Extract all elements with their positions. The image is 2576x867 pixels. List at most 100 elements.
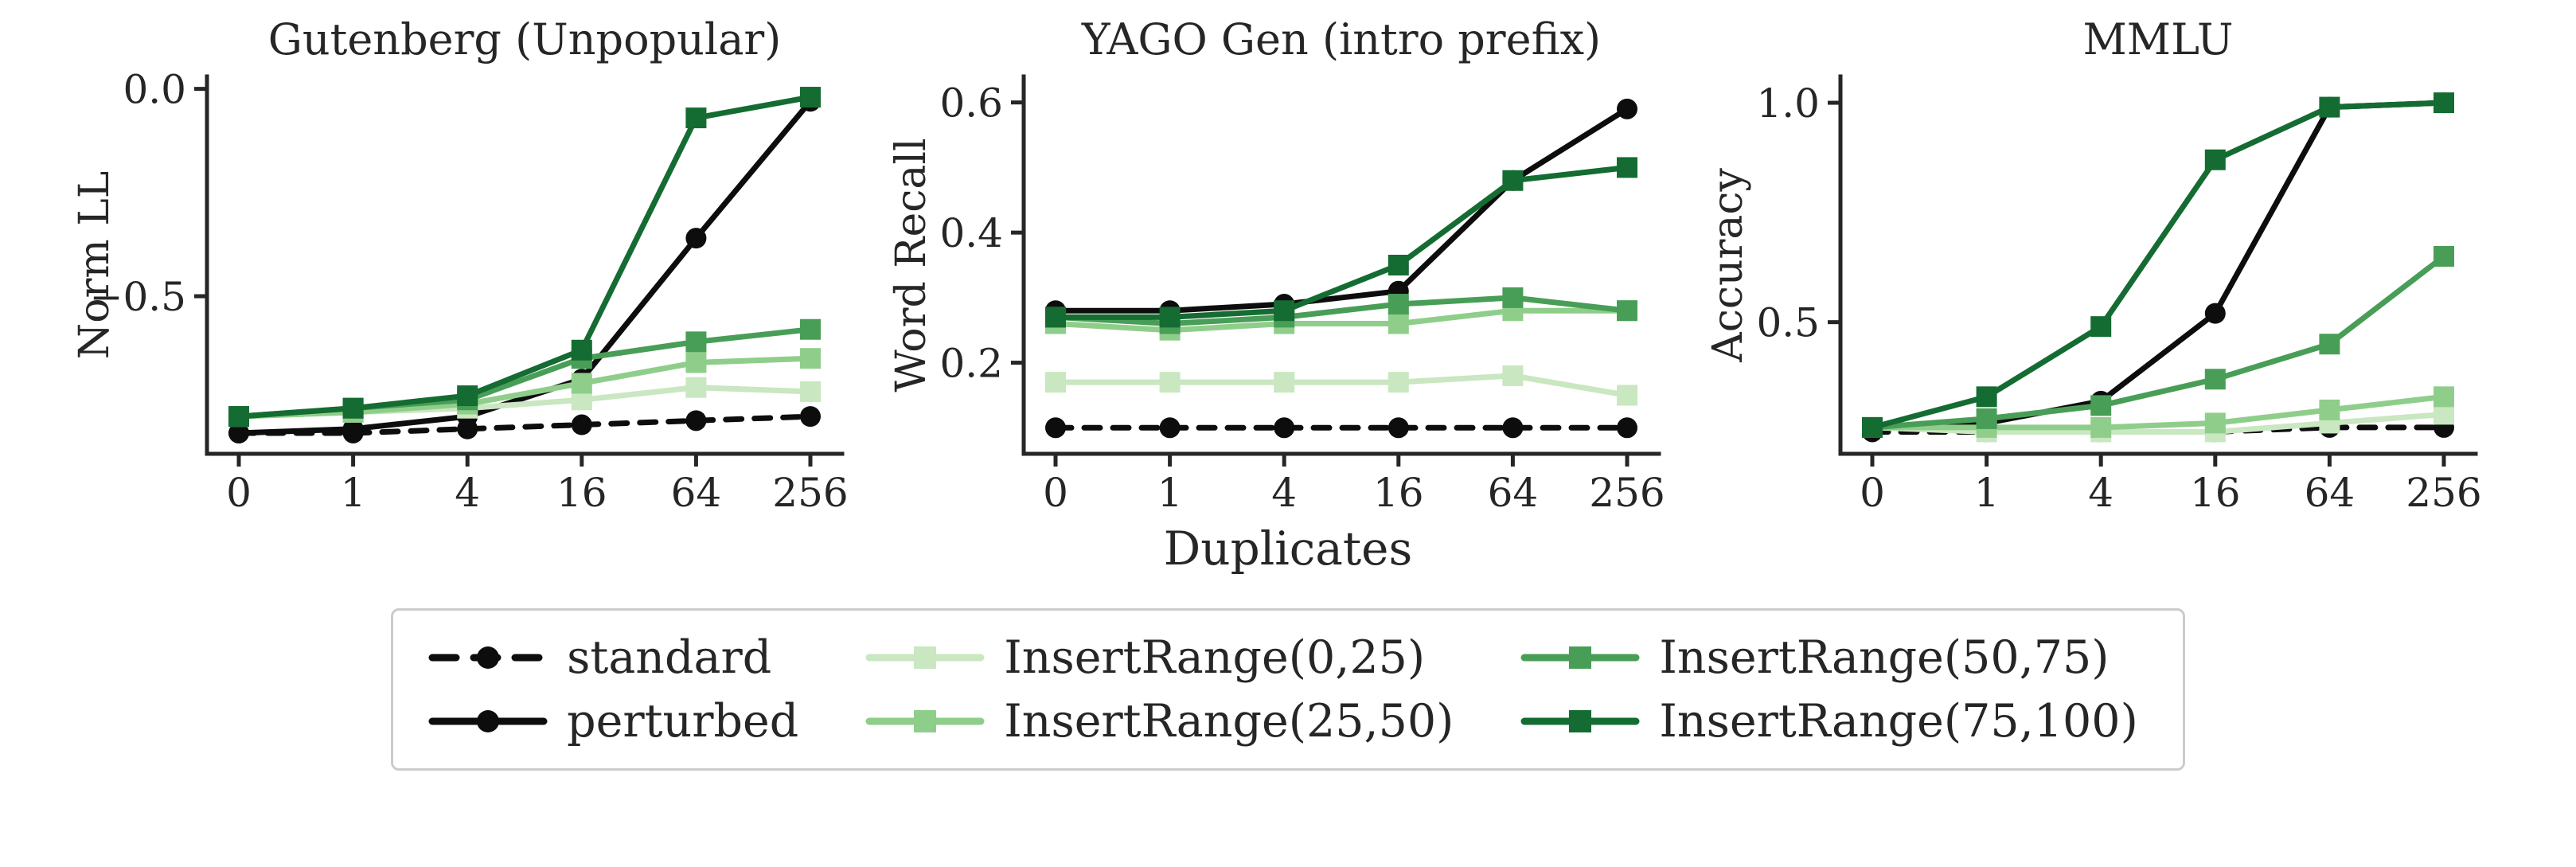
series-line-InsertRange(50,75) (1869, 253, 2447, 431)
x-tick-label: 1 (1157, 470, 1183, 516)
series-marker-InsertRange(25,50) (2434, 386, 2454, 408)
charts-row: Gutenberg (Unpopular) Norm LL 0.0 −0.5 0 1 4 16… (73, 11, 2482, 521)
legend-item-standard: standard (428, 631, 798, 684)
legend-label: perturbed (567, 695, 799, 748)
series-marker-InsertRange(75,100) (2319, 96, 2340, 118)
series-marker-InsertRange(0,25) (1617, 385, 1637, 406)
series-marker-perturbed (685, 228, 707, 249)
y-axis-label: Accuracy (1707, 168, 1752, 363)
series-marker-InsertRange(50,75) (1617, 300, 1637, 322)
legend-swatch-square-icon (1520, 710, 1640, 732)
y-tick-label: 0.0 (123, 67, 186, 113)
series-marker-InsertRange(25,50) (571, 373, 592, 394)
series-marker-InsertRange(75,100) (1045, 307, 1066, 328)
series-marker-InsertRange(75,100) (1502, 170, 1524, 191)
series-marker-InsertRange(75,100) (1617, 157, 1637, 178)
series-marker-InsertRange(0,25) (1045, 372, 1066, 393)
x-tick-label: 256 (772, 470, 848, 516)
series-marker-InsertRange(75,100) (457, 385, 478, 407)
x-tick-label: 4 (2088, 470, 2113, 516)
legend-label: standard (567, 631, 772, 684)
y-axis-label: Norm LL (73, 171, 119, 360)
series-line-InsertRange(0,25) (1052, 373, 1630, 398)
series-marker-standard (800, 406, 821, 428)
x-tick-label: 0 (226, 470, 252, 516)
series-marker-InsertRange(0,25) (1388, 372, 1409, 393)
series-marker-InsertRange(50,75) (2090, 395, 2112, 416)
series-marker-perturbed (1617, 98, 1637, 119)
series-marker-InsertRange(0,25) (1274, 372, 1295, 393)
series-marker-standard (1617, 417, 1637, 439)
legend-label: InsertRange(75,100) (1659, 695, 2138, 748)
series-marker-InsertRange(75,100) (2434, 92, 2454, 114)
legend-item-perturbed: perturbed (428, 695, 798, 748)
y-tick-label: 0.2 (939, 341, 1003, 387)
legend-label: InsertRange(0,25) (1004, 631, 1426, 684)
series-marker-InsertRange(75,100) (685, 107, 707, 129)
series-marker-InsertRange(50,75) (1502, 287, 1524, 308)
series-line-InsertRange(75,100) (1869, 100, 2447, 431)
x-tick-label: 64 (2305, 470, 2355, 516)
x-tick-label: 256 (2406, 470, 2481, 516)
series-line-InsertRange(75,100) (236, 94, 814, 420)
x-tick-label: 16 (2190, 470, 2241, 516)
series-marker-InsertRange(0,25) (1159, 372, 1181, 393)
series-marker-standard (571, 414, 592, 435)
series-marker-InsertRange(75,100) (1976, 386, 1997, 408)
series-marker-perturbed (342, 418, 364, 439)
series-line-InsertRange(75,100) (1052, 164, 1630, 320)
series-marker-InsertRange(50,75) (1388, 294, 1409, 315)
series-marker-InsertRange(0,25) (1502, 365, 1524, 386)
series-marker-InsertRange(75,100) (800, 87, 821, 108)
series-marker-perturbed (2204, 303, 2226, 324)
x-tick-label: 1 (341, 470, 366, 516)
legend-wrap: standard perturbed InsertRange(0,25) Insert… (0, 608, 2576, 771)
series-marker-standard (1159, 417, 1181, 439)
legend-item-InsertRange(0,25): InsertRange(0,25) (865, 631, 1454, 684)
legend-label: InsertRange(50,75) (1659, 631, 2110, 684)
x-tick-label: 1 (1974, 470, 2000, 516)
axis-spines (1838, 74, 2478, 456)
series-marker-standard (1274, 417, 1295, 439)
series-line-InsertRange(0,25) (1869, 411, 2447, 435)
y-tick-label: 0.6 (939, 80, 1003, 127)
series-marker-InsertRange(25,50) (2090, 416, 2112, 438)
x-tick-label: 0 (1043, 470, 1068, 516)
series-marker-InsertRange(75,100) (1862, 416, 1883, 438)
chart-panel-gutenberg: Gutenberg (Unpopular) Norm LL 0.0 −0.5 0 1 4 16… (73, 11, 869, 521)
legend-swatch-square-icon (865, 710, 985, 732)
chart-title: YAGO Gen (intro prefix) (1081, 14, 1601, 64)
chart-title: MMLU (2083, 14, 2234, 64)
series-marker-InsertRange(75,100) (2090, 316, 2112, 338)
series-line-InsertRange(25,50) (1869, 393, 2447, 431)
x-tick-label: 256 (1589, 470, 1665, 516)
x-tick-label: 64 (671, 470, 722, 516)
legend-swatch-square-icon (865, 646, 985, 669)
legend-swatch-square-icon (1520, 646, 1640, 669)
legend-swatch-circle-icon (428, 646, 548, 669)
series-marker-standard (1502, 417, 1524, 439)
y-tick-label: −0.5 (90, 274, 186, 320)
series-marker-InsertRange(75,100) (1388, 255, 1409, 275)
y-tick-label: 0.5 (1756, 300, 1820, 346)
x-tick-label: 16 (556, 470, 607, 516)
series-marker-perturbed (228, 422, 249, 443)
series-marker-InsertRange(75,100) (1274, 300, 1295, 322)
series-line-perturbed (1052, 106, 1630, 314)
legend-label: InsertRange(25,50) (1004, 695, 1454, 748)
series-marker-InsertRange(75,100) (342, 397, 364, 419)
x-tick-label: 16 (1373, 470, 1424, 516)
series-line-InsertRange(50,75) (1052, 295, 1630, 327)
legend-box: standard perturbed InsertRange(0,25) Insert… (391, 608, 2185, 771)
legend-marker (1569, 710, 1592, 732)
legend-swatch-circle-icon (428, 710, 548, 732)
legend-item-InsertRange(50,75): InsertRange(50,75) (1520, 631, 2137, 684)
axis-spines (1021, 74, 1661, 456)
x-axis-label: Duplicates (1163, 521, 1413, 576)
series-marker-InsertRange(50,75) (685, 331, 707, 353)
legend-item-InsertRange(25,50): InsertRange(25,50) (865, 695, 1454, 748)
axis-spines (205, 74, 845, 456)
